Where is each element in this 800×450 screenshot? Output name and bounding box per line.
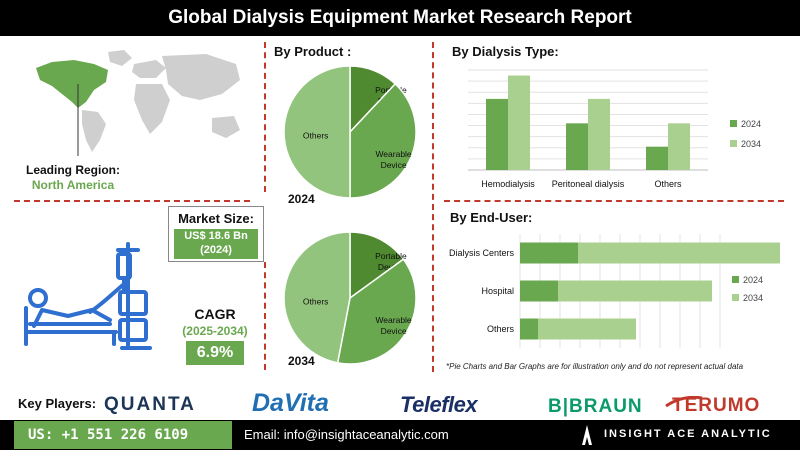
key-players-label: Key Players: bbox=[18, 396, 97, 411]
bar-2024 bbox=[520, 242, 578, 264]
north-america-shape bbox=[36, 60, 108, 108]
pie-slice-others bbox=[283, 231, 351, 364]
market-size-label: Market Size: bbox=[178, 211, 254, 226]
market-size-box: Market Size: US$ 18.6 Bn (2024) bbox=[168, 206, 264, 262]
bar-2034 bbox=[588, 98, 610, 170]
bar-2024 bbox=[646, 146, 668, 170]
terumo-swoosh-icon bbox=[665, 396, 703, 408]
pie-slice-wearable-device bbox=[349, 82, 417, 199]
pie-label: Wearable bbox=[375, 149, 411, 159]
pie-label: Wearable bbox=[375, 315, 411, 325]
bar-2034 bbox=[520, 318, 636, 340]
pie-year-label: 2024 bbox=[288, 192, 315, 206]
legend-swatch-2034 bbox=[732, 294, 739, 301]
bar-2024 bbox=[520, 280, 558, 302]
leading-region-value: North America bbox=[31, 178, 115, 192]
legend-label-2034: 2034 bbox=[743, 293, 763, 303]
greenland-shape bbox=[108, 50, 132, 66]
page-title: Global Dialysis Equipment Market Researc… bbox=[168, 7, 632, 28]
leading-region-label: Leading Region: bbox=[26, 163, 120, 177]
category-label: Dialysis Centers bbox=[449, 248, 515, 258]
world-map bbox=[36, 50, 240, 156]
dialysis-patient-icon bbox=[24, 242, 152, 350]
pie-label: Others bbox=[303, 296, 329, 306]
category-label: Hospital bbox=[481, 286, 514, 296]
pie-year-label: 2034 bbox=[288, 354, 315, 368]
legend-swatch-2024 bbox=[732, 276, 739, 283]
legend-swatch-2034 bbox=[730, 140, 737, 147]
legend-label-2024: 2024 bbox=[743, 275, 763, 285]
terumo-logo: TERUMO bbox=[672, 395, 761, 416]
cagr-value: 6.9% bbox=[186, 341, 244, 365]
divider-right bbox=[432, 42, 434, 372]
cagr-label: CAGR bbox=[194, 306, 236, 322]
market-size-amount: US$ 18.6 Bn bbox=[184, 230, 248, 242]
category-label: Hemodialysis bbox=[481, 179, 535, 189]
legend-swatch-2024 bbox=[730, 120, 737, 127]
pie-slice-others bbox=[283, 65, 351, 199]
bbraun-logo: B|BRAUN bbox=[548, 396, 643, 417]
pie-slice-portable-device bbox=[349, 231, 405, 300]
category-label: Others bbox=[654, 179, 682, 189]
pie-slice-wearable-device bbox=[336, 258, 417, 365]
dialysis-type-bar-chart: Hemodialysis Peritoneal dialysis Others 202… bbox=[468, 69, 761, 189]
email-address[interactable]: Email: info@insightaceanalytic.com bbox=[244, 427, 449, 442]
asia-shape bbox=[162, 54, 240, 100]
pie-label: Others bbox=[303, 130, 329, 140]
bar-2024 bbox=[486, 98, 508, 170]
divider-left bbox=[264, 42, 266, 192]
legend-label-2034: 2034 bbox=[741, 139, 761, 149]
market-size-value: US$ 18.6 Bn (2024) bbox=[174, 229, 258, 259]
davita-logo: DaVita bbox=[252, 389, 329, 417]
quanta-logo: QUANTA bbox=[104, 394, 196, 415]
by-dialysis-type-title: By Dialysis Type: bbox=[452, 44, 559, 59]
by-product-title: By Product : bbox=[274, 44, 352, 59]
bar-2034 bbox=[508, 75, 530, 170]
pie-label: Device bbox=[381, 326, 407, 336]
title-bar: Global Dialysis Equipment Market Researc… bbox=[0, 0, 800, 36]
pie-label: Portable bbox=[375, 251, 407, 261]
bar-2034 bbox=[668, 123, 690, 170]
insight-ace-logo-icon bbox=[582, 425, 592, 445]
bar-2024 bbox=[520, 318, 538, 340]
by-end-user-title: By End-User: bbox=[450, 210, 533, 225]
cagr-period: (2025-2034) bbox=[182, 324, 248, 338]
south-america-shape bbox=[82, 110, 106, 152]
chart-footnote: *Pie Charts and Bar Graphs are for illus… bbox=[446, 362, 744, 371]
end-user-bar-chart: Dialysis Centers Hospital Others 2024 2034 bbox=[449, 234, 780, 348]
legend-label-2024: 2024 bbox=[741, 119, 761, 129]
pie-label: Device bbox=[378, 262, 404, 272]
category-label: Peritoneal dialysis bbox=[552, 179, 625, 189]
australia-shape bbox=[212, 116, 240, 138]
europe-shape bbox=[132, 60, 166, 78]
category-label: Others bbox=[487, 324, 515, 334]
divider-left-lower bbox=[264, 262, 266, 370]
divider-horizontal-left bbox=[14, 200, 250, 202]
pie-label: Device bbox=[381, 160, 407, 170]
bar-2024 bbox=[566, 123, 588, 170]
bar-2034 bbox=[520, 280, 712, 302]
africa-shape bbox=[134, 84, 170, 134]
phone-number[interactable]: US: +1 551 226 6109 bbox=[14, 421, 232, 449]
brand-name: INSIGHT ACE ANALYTIC bbox=[604, 428, 772, 440]
teleflex-logo: Teleflex bbox=[400, 392, 478, 417]
bar-2034 bbox=[520, 242, 780, 264]
divider-horizontal-right bbox=[444, 200, 784, 202]
pie-chart-2024: PortableDeviceWearableDeviceOthers2024 bbox=[283, 65, 417, 206]
market-size-year: (2024) bbox=[200, 244, 232, 256]
